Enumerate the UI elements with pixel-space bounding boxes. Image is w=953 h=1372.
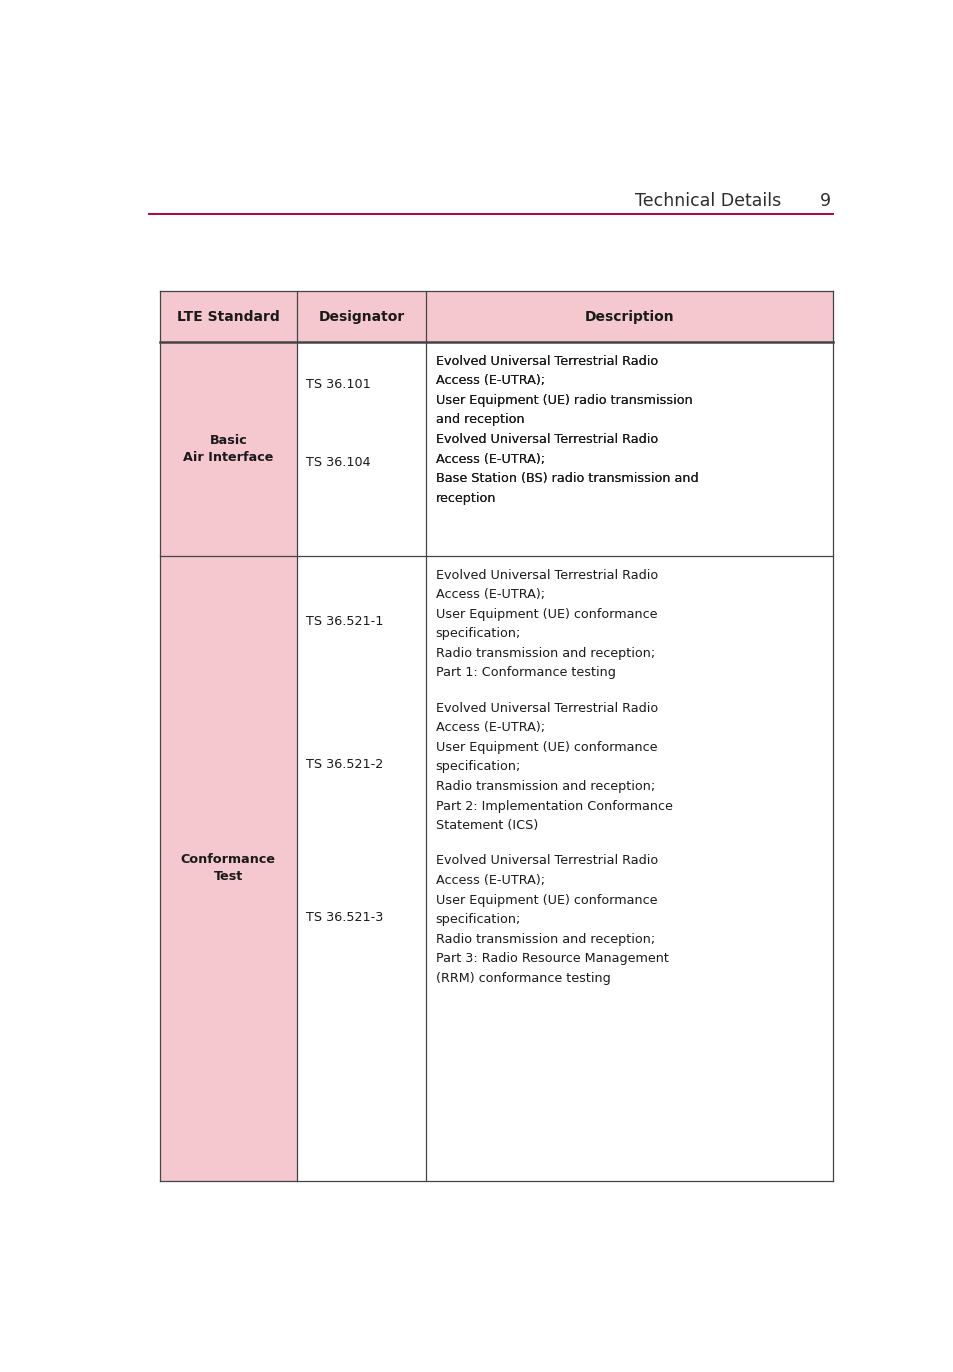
Text: Access (E-UTRA);: Access (E-UTRA); <box>436 375 544 387</box>
Text: Base Station (BS) radio transmission and: Base Station (BS) radio transmission and <box>436 472 698 486</box>
Text: Access (E-UTRA);: Access (E-UTRA); <box>436 375 544 387</box>
Text: Access (E-UTRA);: Access (E-UTRA); <box>436 722 544 734</box>
Text: Radio transmission and reception;: Radio transmission and reception; <box>436 646 655 660</box>
Text: TS 36.521-2: TS 36.521-2 <box>305 757 382 771</box>
Text: reception: reception <box>436 491 496 505</box>
Text: Designator: Designator <box>318 310 404 324</box>
Text: Evolved Universal Terrestrial Radio: Evolved Universal Terrestrial Radio <box>436 355 658 368</box>
Text: Radio transmission and reception;: Radio transmission and reception; <box>436 933 655 945</box>
Text: specification;: specification; <box>436 914 520 926</box>
Text: Part 3: Radio Resource Management: Part 3: Radio Resource Management <box>436 952 668 965</box>
Text: Basic
Air Interface: Basic Air Interface <box>183 434 274 464</box>
Text: User Equipment (UE) conformance: User Equipment (UE) conformance <box>436 608 657 620</box>
Bar <box>160 342 296 556</box>
Text: TS 36.521-3: TS 36.521-3 <box>305 911 382 923</box>
Text: (RRM) conformance testing: (RRM) conformance testing <box>436 971 610 985</box>
Text: specification;: specification; <box>436 760 520 774</box>
Text: Technical Details: Technical Details <box>634 192 781 210</box>
Text: Conformance
Test: Conformance Test <box>181 853 275 884</box>
Text: Base Station (BS) radio transmission and: Base Station (BS) radio transmission and <box>436 472 698 486</box>
Text: Description: Description <box>584 310 674 324</box>
Text: User Equipment (UE) radio transmission: User Equipment (UE) radio transmission <box>436 394 692 407</box>
Text: specification;: specification; <box>436 627 520 641</box>
Text: Evolved Universal Terrestrial Radio: Evolved Universal Terrestrial Radio <box>436 434 658 446</box>
Text: User Equipment (UE) conformance: User Equipment (UE) conformance <box>436 741 657 753</box>
Text: Evolved Universal Terrestrial Radio: Evolved Universal Terrestrial Radio <box>436 355 658 368</box>
Text: User Equipment (UE) radio transmission: User Equipment (UE) radio transmission <box>436 394 692 407</box>
Text: Access (E-UTRA);: Access (E-UTRA); <box>436 453 544 465</box>
Text: Evolved Universal Terrestrial Radio: Evolved Universal Terrestrial Radio <box>436 569 658 582</box>
Text: Access (E-UTRA);: Access (E-UTRA); <box>436 874 544 888</box>
Text: LTE Standard: LTE Standard <box>176 310 279 324</box>
Text: Part 2: Implementation Conformance: Part 2: Implementation Conformance <box>436 800 672 812</box>
Text: 9: 9 <box>819 192 830 210</box>
Text: TS 36.104: TS 36.104 <box>305 456 370 469</box>
Text: Statement (ICS): Statement (ICS) <box>436 819 537 831</box>
Text: Evolved Universal Terrestrial Radio: Evolved Universal Terrestrial Radio <box>436 855 658 867</box>
Text: Evolved Universal Terrestrial Radio: Evolved Universal Terrestrial Radio <box>436 434 658 446</box>
Text: Access (E-UTRA);: Access (E-UTRA); <box>436 589 544 601</box>
Text: TS 36.521-1: TS 36.521-1 <box>305 615 382 628</box>
Text: Evolved Universal Terrestrial Radio: Evolved Universal Terrestrial Radio <box>436 702 658 715</box>
Text: Access (E-UTRA);: Access (E-UTRA); <box>436 453 544 465</box>
Text: User Equipment (UE) conformance: User Equipment (UE) conformance <box>436 893 657 907</box>
Bar <box>160 556 296 1181</box>
Bar <box>160 291 832 342</box>
Text: and reception: and reception <box>436 413 524 427</box>
Text: Radio transmission and reception;: Radio transmission and reception; <box>436 781 655 793</box>
Text: TS 36.101: TS 36.101 <box>305 377 370 391</box>
Text: Part 1: Conformance testing: Part 1: Conformance testing <box>436 667 615 679</box>
Text: and reception: and reception <box>436 413 524 427</box>
Text: reception: reception <box>436 491 496 505</box>
